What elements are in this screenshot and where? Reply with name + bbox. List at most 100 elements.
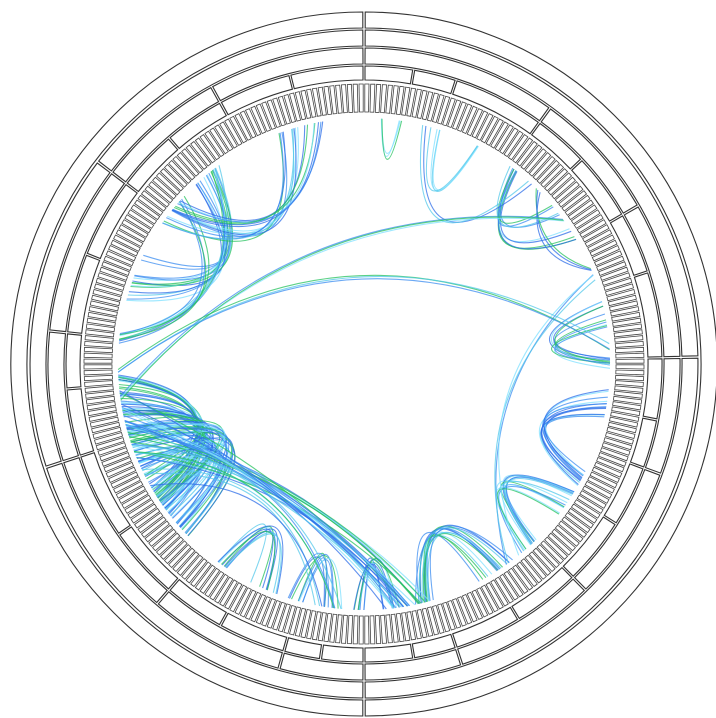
leaf-node [512, 564, 534, 591]
leaf-node [567, 507, 594, 529]
edge-link [429, 528, 501, 601]
leaf-node [601, 442, 631, 456]
leaf-node [390, 85, 399, 115]
leaf-node [89, 300, 119, 312]
leaf-node [229, 115, 248, 144]
leaf-node [148, 524, 174, 547]
leaf-node [323, 612, 333, 643]
leaf-node [406, 87, 417, 117]
edge-link [134, 451, 335, 609]
hierarchy-segment [169, 578, 228, 626]
edge-link [430, 128, 479, 191]
leaf-node [570, 204, 598, 225]
leaf-node [579, 219, 607, 238]
leaf-node [83, 369, 113, 376]
leaf-node [471, 589, 489, 618]
leaf-node [558, 185, 584, 208]
edge-link [500, 171, 572, 244]
leaf-node [490, 121, 509, 149]
leaf-node [214, 576, 234, 604]
leaf-node [395, 612, 405, 643]
leaf-node [516, 561, 538, 588]
leaf-node [614, 335, 644, 343]
leaf-node [607, 421, 637, 434]
leaf-node [561, 190, 588, 212]
edge-link [117, 274, 610, 371]
leaf-node [105, 250, 135, 267]
leaf-node [209, 573, 229, 601]
leaf-node [461, 105, 478, 135]
hierarchy-segment [573, 468, 661, 590]
leaf-node [255, 103, 272, 132]
leaf-node [163, 540, 188, 565]
leaf-node [442, 601, 456, 631]
edge-link [554, 326, 611, 364]
edge-link [221, 531, 276, 591]
leaf-node [536, 159, 560, 184]
leaf-node [564, 512, 591, 534]
hierarchy-segment [562, 516, 616, 577]
leaf-node [219, 121, 238, 149]
leaf-node [134, 507, 161, 529]
leaf-node [369, 83, 376, 113]
edge-link [288, 556, 325, 607]
leaf-node [532, 547, 556, 573]
leaf-node [601, 272, 631, 286]
edge-link [424, 525, 504, 602]
hierarchy-segment [633, 272, 663, 358]
leaf-node [124, 494, 152, 514]
leaf-node [83, 346, 113, 354]
leaf-node [137, 194, 164, 216]
leaf-node [401, 612, 411, 642]
leaf-node [277, 603, 291, 633]
leaf-node [105, 461, 135, 478]
leaf-node [84, 335, 114, 343]
leaf-node [261, 598, 277, 627]
leaf-node [615, 369, 645, 376]
leaf-node [551, 528, 576, 552]
edge-link [291, 555, 339, 609]
leaf-node [605, 283, 634, 296]
leaf-node [437, 95, 451, 125]
leaf-node [358, 83, 364, 113]
leaf-node [528, 551, 552, 576]
leaf-node [99, 447, 129, 462]
leaf-node [329, 85, 338, 115]
leaf-node [250, 593, 267, 623]
edge-link [138, 437, 226, 502]
leaf-node [306, 88, 317, 118]
leaf-node [547, 532, 573, 556]
leaf-node [426, 92, 439, 122]
hierarchy-segment [67, 254, 101, 334]
leaf-node [101, 261, 130, 277]
leaf-node [134, 199, 161, 221]
leaf-node [84, 380, 114, 388]
leaf-node [596, 456, 625, 473]
hierarchy-segment [364, 47, 550, 122]
leaf-node [613, 329, 643, 338]
leaf-node [374, 615, 382, 645]
leaf-node [130, 503, 158, 524]
hierarchy-segment [290, 65, 364, 90]
edge-link [358, 562, 395, 611]
leaf-node [612, 323, 643, 333]
leaf-node [289, 92, 302, 122]
hierarchy-segment [220, 74, 294, 116]
leaf-node [390, 613, 399, 643]
leaf-node [579, 490, 607, 509]
leaf-node [447, 99, 462, 129]
leaf-node [113, 234, 141, 252]
leaf-ring [83, 83, 645, 645]
hierarchy-segment [540, 108, 638, 214]
leaf-node [520, 144, 543, 170]
leaf-node [103, 255, 132, 272]
leaf-node [573, 499, 601, 519]
leaf-node [103, 456, 132, 473]
leaf-node [244, 108, 262, 137]
leaf-node [603, 277, 633, 291]
edge-link [171, 128, 297, 236]
leaf-node [380, 84, 388, 114]
leaf-node [544, 536, 569, 560]
hierarchy-segment [364, 29, 699, 357]
hierarchy-segment [211, 47, 364, 102]
